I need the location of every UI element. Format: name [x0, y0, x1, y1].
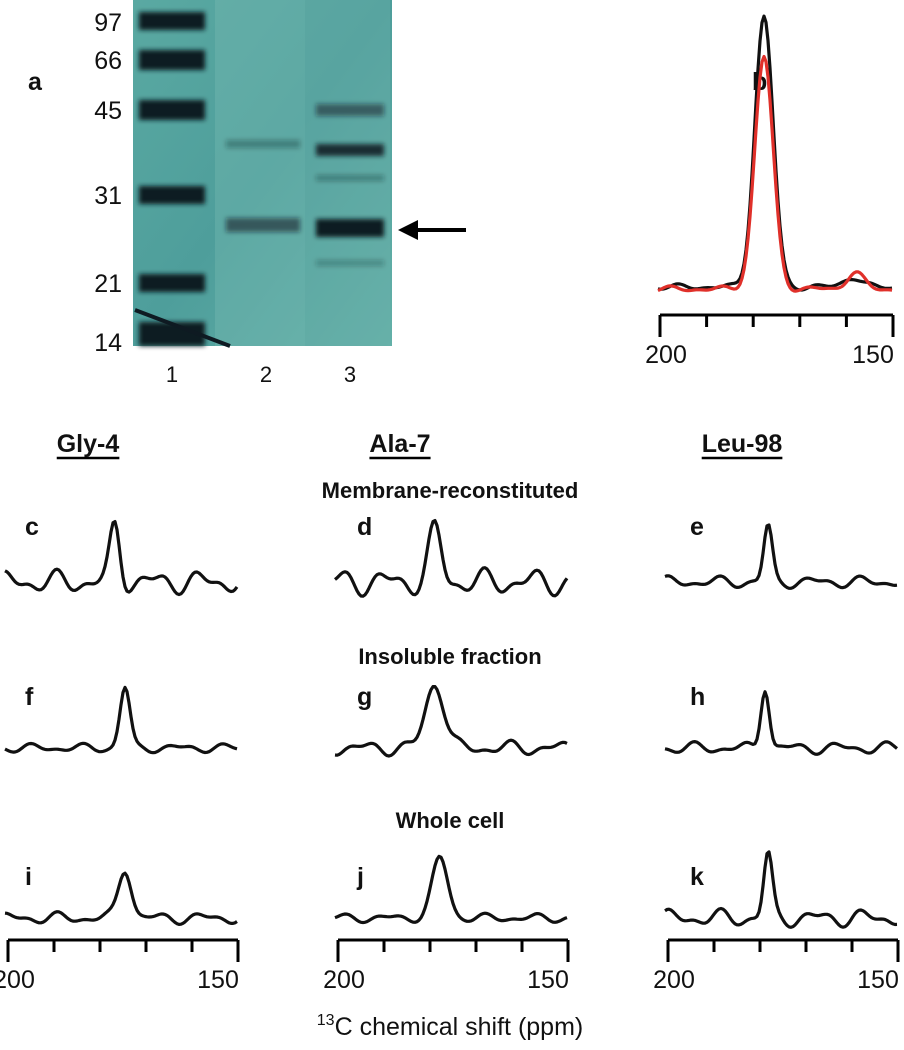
lane-label: 1 — [166, 362, 178, 387]
tick-label: 200 — [645, 341, 687, 369]
panel-label: k — [690, 863, 704, 891]
lane-label: 2 — [260, 362, 272, 387]
tick-label: 200 — [323, 966, 365, 994]
column-header: Gly-4 — [57, 430, 120, 458]
panel-label: h — [690, 683, 705, 711]
spectrum — [334, 519, 569, 598]
row-title: Whole cell — [396, 808, 505, 833]
x-axis-label: 13C chemical shift (ppm) — [317, 1012, 583, 1041]
marker-label: 31 — [94, 182, 122, 210]
tick-label: 150 — [852, 341, 894, 369]
panel-label: a — [28, 68, 43, 96]
marker-label: 14 — [94, 329, 122, 357]
marker-label: 66 — [94, 47, 122, 75]
spectrum — [334, 685, 568, 758]
spectra: 97 66 45 31 21 14 1 2 3 200 150 Gly-4 Ala-7 Leu-98 Mem… — [0, 9, 900, 994]
panel-label: j — [356, 863, 364, 891]
panel-label: g — [357, 683, 372, 711]
marker-label: 97 — [94, 9, 122, 37]
lane-label: 3 — [344, 362, 356, 387]
panel-label: f — [25, 683, 34, 711]
gel-image — [133, 0, 392, 348]
superscript: 13 — [317, 1012, 335, 1029]
spectrum — [664, 850, 898, 929]
arrow — [398, 220, 466, 240]
spectrum — [4, 520, 239, 597]
tick-label: 200 — [0, 966, 35, 994]
spectrum — [657, 54, 893, 293]
spectrum — [4, 685, 238, 755]
spectrum — [664, 690, 898, 756]
marker-label: 21 — [94, 270, 122, 298]
tick-label: 200 — [653, 966, 695, 994]
panel-label: e — [690, 513, 704, 541]
row-title: Membrane-reconstituted — [322, 478, 579, 503]
marker-label: 45 — [94, 97, 122, 125]
panel-label: c — [25, 513, 39, 541]
column-header: Ala-7 — [369, 430, 430, 458]
label-text: C chemical shift (ppm) — [335, 1013, 584, 1041]
tick-label: 150 — [527, 966, 569, 994]
column-header: Leu-98 — [702, 430, 783, 458]
panel-label: i — [25, 863, 32, 891]
tick-label: 150 — [197, 966, 239, 994]
tick-label: 150 — [857, 966, 899, 994]
panel-label: d — [357, 513, 372, 541]
spectrum — [4, 871, 238, 926]
spectrum — [334, 854, 568, 925]
row-title: Insoluble fraction — [358, 644, 541, 669]
spectrum — [664, 523, 898, 590]
